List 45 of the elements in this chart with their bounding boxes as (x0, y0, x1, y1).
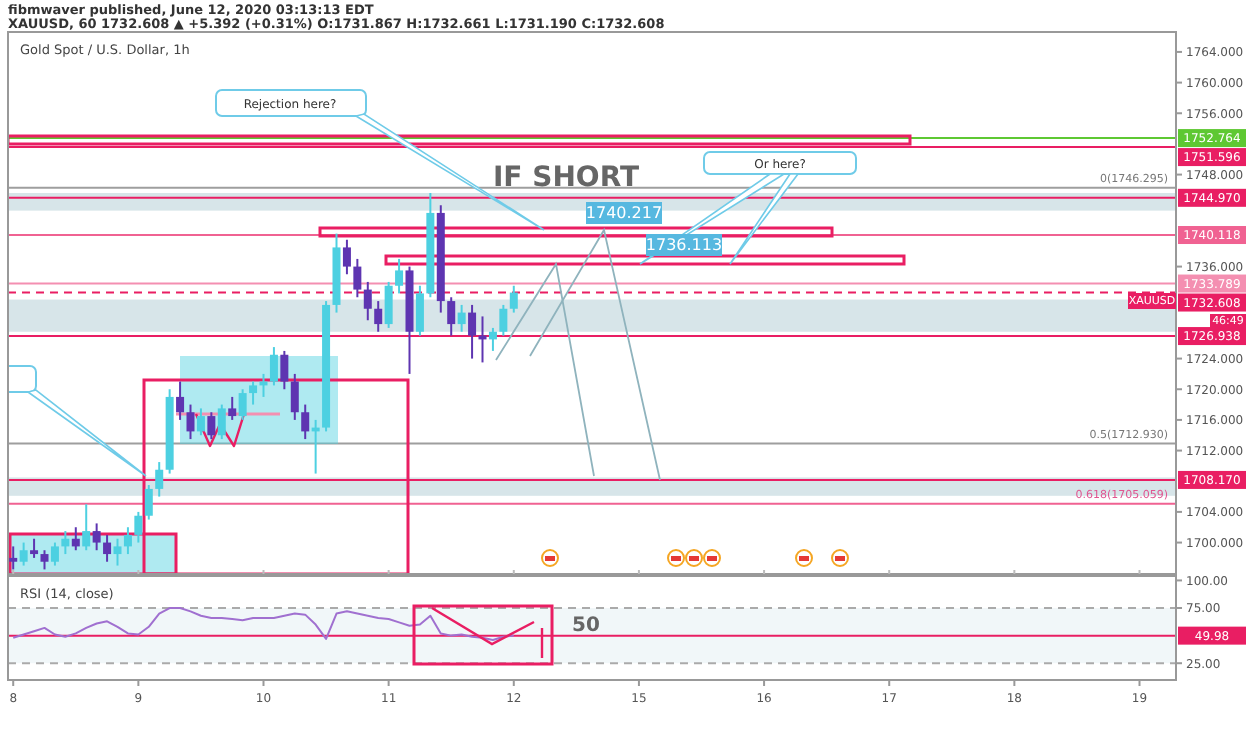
candlestick (207, 411, 216, 441)
candlestick (82, 503, 91, 552)
candlestick (280, 349, 289, 391)
candlestick (155, 461, 164, 498)
candlestick (217, 403, 226, 441)
annotation: 50 (572, 615, 600, 637)
candlestick (19, 541, 28, 567)
candlestick (50, 541, 59, 567)
candlestick (269, 346, 278, 387)
candlestick (301, 403, 310, 441)
line-series (12, 607, 515, 642)
annotation: 1736.113 (645, 236, 723, 254)
candlestick (290, 372, 299, 421)
annotation: IF SHORT (492, 162, 640, 194)
candlestick (488, 326, 497, 352)
candlestick (103, 533, 112, 563)
candlestick (144, 484, 153, 521)
candlestick (353, 257, 362, 299)
candlestick (176, 380, 185, 421)
candlestick (113, 537, 122, 567)
candlestick (92, 522, 101, 552)
candlestick (186, 403, 195, 441)
candlestick (249, 380, 258, 406)
candlestick (395, 257, 404, 295)
candlestick (509, 284, 518, 314)
candlestick (123, 526, 132, 556)
candlestick (61, 530, 70, 556)
candlestick (415, 284, 424, 337)
candlestick (342, 238, 351, 276)
candlestick (447, 296, 456, 337)
candlestick (134, 510, 143, 544)
candlestick (457, 303, 466, 333)
candlestick (9, 545, 18, 571)
candlestick (468, 303, 477, 360)
candlestick (374, 300, 383, 333)
candlestick (384, 280, 393, 329)
candlestick (71, 526, 80, 552)
candlestick (363, 280, 372, 322)
candlestick (228, 395, 237, 421)
candlestick (40, 549, 49, 571)
candlestick (196, 407, 205, 437)
candlestick (499, 303, 508, 337)
candlestick (30, 537, 39, 559)
annotation: 1740.217 (585, 204, 663, 222)
candlestick (238, 388, 247, 421)
